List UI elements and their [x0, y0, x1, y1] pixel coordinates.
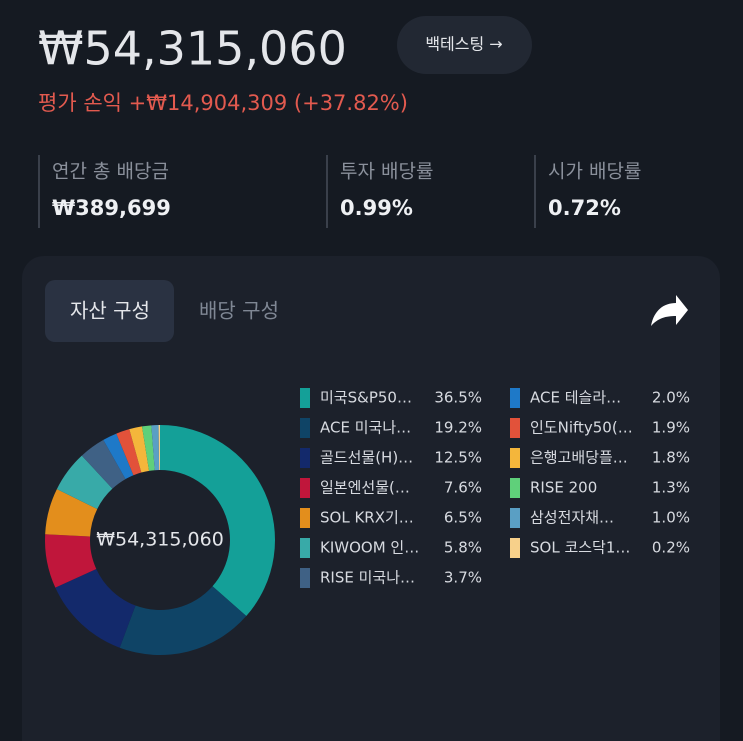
legend-marker: [510, 508, 520, 528]
legend-value: 19.2%: [434, 419, 482, 437]
legend-name: RISE 미국나…: [320, 569, 415, 587]
total-value: ₩54,315,060: [38, 22, 347, 76]
legend-marker: [510, 388, 520, 408]
legend-name: ACE 미국나…: [320, 419, 411, 437]
legend-value: 12.5%: [434, 449, 482, 467]
legend-value: 0.2%: [652, 539, 690, 557]
legend-marker: [300, 568, 310, 588]
donut-segment: [160, 425, 275, 617]
legend-marker: [300, 448, 310, 468]
center-label: ₩54,315,060: [96, 529, 224, 551]
donut-segment: [151, 425, 160, 471]
donut-segment: [142, 425, 155, 471]
legend-name: 인도Nifty50(…: [530, 419, 633, 437]
donut-segment: [158, 425, 160, 471]
legend-marker: [300, 418, 310, 438]
stat-label: 시가 배당률: [548, 161, 641, 183]
stats: 연간 총 배당금 ₩389,699 투자 배당률 0.99% 시가 배당률 0.72%: [38, 155, 641, 228]
legend-value: 1.0%: [652, 509, 690, 527]
donut-segment: [56, 455, 113, 510]
donut-segment: [81, 439, 126, 489]
legend-name: 미국S&P50…: [320, 389, 412, 407]
tab[interactable]: 배당 구성: [199, 299, 279, 323]
stat-label: 연간 총 배당금: [52, 161, 169, 183]
legend-marker: [300, 508, 310, 528]
legend-value: 1.3%: [652, 479, 690, 497]
donut-segment: [103, 433, 134, 480]
donut-segment: [119, 586, 247, 655]
tab-selected[interactable]: [45, 280, 174, 342]
backtest-button-label[interactable]: 백테스팅 →: [425, 35, 502, 54]
legend-value: 1.9%: [652, 419, 690, 437]
legend-value: 5.8%: [444, 539, 482, 557]
legend-marker: [510, 418, 520, 438]
legend-marker: [300, 538, 310, 558]
donut-segment: [45, 489, 98, 537]
legend-name: KIWOOM 인…: [320, 539, 419, 557]
legend-marker: [300, 388, 310, 408]
legend-name: SOL KRX기…: [320, 509, 414, 527]
legend-value: 3.7%: [444, 569, 482, 587]
legend-value: 6.5%: [444, 509, 482, 527]
donut-chart: ₩54,315,060 미국S&P50… 36.5% ACE 미국나… 19.2% 골드선…: [44, 388, 690, 655]
legend-value: 7.6%: [444, 479, 482, 497]
legend-name: ACE 테슬라…: [530, 389, 621, 407]
legend-name: 은행고배당플…: [530, 449, 628, 467]
legend-marker: [300, 478, 310, 498]
donut-segment: [129, 426, 150, 473]
legend-name: SOL 코스닥1…: [530, 539, 630, 557]
backtest-button[interactable]: [397, 16, 532, 74]
stat-label: 투자 배당률: [340, 161, 433, 183]
legend-name: 일본엔선물(…: [320, 479, 410, 497]
legend-name: RISE 200: [530, 479, 597, 497]
donut-segment: [55, 569, 136, 648]
stat-value: 0.72%: [548, 196, 621, 220]
legend-marker: [510, 478, 520, 498]
legend-marker: [510, 538, 520, 558]
tab[interactable]: 자산 구성: [70, 299, 150, 323]
legend-name: 삼성전자채…: [530, 509, 614, 527]
share-icon[interactable]: [651, 295, 688, 326]
legend-value: 2.0%: [652, 389, 690, 407]
legend-value: 36.5%: [434, 389, 482, 407]
profit-text: 평가 손익 +₩14,904,309 (+37.82%): [38, 91, 408, 115]
legend-marker: [510, 448, 520, 468]
legend-name: 골드선물(H)…: [320, 449, 413, 467]
donut-segment: [116, 429, 142, 476]
stat-value: 0.99%: [340, 196, 413, 220]
legend-value: 1.8%: [652, 449, 690, 467]
stat-value: ₩389,699: [52, 196, 171, 220]
donut-segment: [44, 534, 97, 588]
